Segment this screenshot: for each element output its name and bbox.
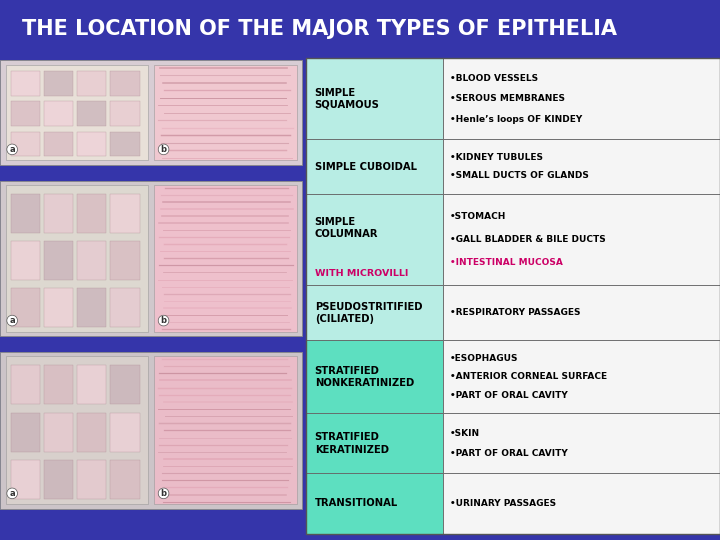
Text: •SEROUS MEMBRANES: •SEROUS MEMBRANES (450, 94, 565, 103)
Bar (0, 60, 302, 165)
Text: b: b (161, 316, 166, 325)
Text: b: b (161, 489, 166, 498)
Bar (306, 286, 443, 340)
Bar (443, 194, 720, 286)
Bar (110, 241, 140, 280)
Bar (44, 288, 73, 327)
Bar (77, 194, 107, 233)
Bar (11, 71, 40, 96)
Text: •BLOOD VESSELS: •BLOOD VESSELS (450, 74, 538, 83)
Bar (154, 65, 297, 160)
Text: •RESPIRATORY PASSAGES: •RESPIRATORY PASSAGES (450, 308, 580, 318)
Bar (44, 365, 73, 404)
Bar (44, 132, 73, 156)
Bar (110, 365, 140, 404)
Text: a: a (9, 145, 15, 154)
Bar (110, 71, 140, 96)
Bar (6, 356, 148, 504)
Bar (11, 132, 40, 156)
Bar (110, 132, 140, 156)
Text: b: b (161, 145, 166, 154)
Bar (44, 241, 73, 280)
Text: •ANTERIOR CORNEAL SURFACE: •ANTERIOR CORNEAL SURFACE (450, 373, 607, 381)
Bar (306, 194, 443, 286)
Bar (77, 102, 107, 126)
Text: SIMPLE
COLUMNAR: SIMPLE COLUMNAR (315, 217, 378, 239)
Text: THE LOCATION OF THE MAJOR TYPES OF EPITHELIA: THE LOCATION OF THE MAJOR TYPES OF EPITH… (22, 19, 616, 39)
Text: STRATIFIED
NONKERATINIZED: STRATIFIED NONKERATINIZED (315, 366, 414, 388)
Bar (110, 460, 140, 500)
Bar (77, 71, 107, 96)
Bar (443, 414, 720, 474)
Text: SIMPLE
SQUAMOUS: SIMPLE SQUAMOUS (315, 87, 379, 110)
Text: •SMALL DUCTS OF GLANDS: •SMALL DUCTS OF GLANDS (450, 171, 589, 180)
Bar (306, 414, 443, 474)
Text: a: a (9, 489, 15, 498)
Bar (6, 65, 148, 160)
Bar (44, 71, 73, 96)
Text: •KIDNEY TUBULES: •KIDNEY TUBULES (450, 153, 543, 162)
Text: STRATIFIED
KERATINIZED: STRATIFIED KERATINIZED (315, 432, 389, 455)
Bar (77, 288, 107, 327)
Bar (11, 460, 40, 500)
Bar (11, 102, 40, 126)
Bar (443, 340, 720, 414)
Bar (77, 241, 107, 280)
Bar (110, 288, 140, 327)
Bar (77, 365, 107, 404)
Bar (306, 58, 443, 139)
Text: •URINARY PASSAGES: •URINARY PASSAGES (450, 499, 556, 508)
Bar (44, 194, 73, 233)
Bar (44, 460, 73, 500)
Bar (77, 132, 107, 156)
Text: SIMPLE CUBOIDAL: SIMPLE CUBOIDAL (315, 161, 417, 172)
Bar (306, 58, 720, 534)
Bar (77, 413, 107, 452)
Text: •SKIN: •SKIN (450, 429, 480, 438)
Text: •INTESTINAL MUCOSA: •INTESTINAL MUCOSA (450, 258, 563, 267)
Bar (44, 413, 73, 452)
Bar (0, 0, 720, 58)
Text: WITH MICROVILLI: WITH MICROVILLI (315, 269, 408, 278)
Bar (443, 58, 720, 139)
Bar (110, 102, 140, 126)
Bar (154, 185, 297, 332)
Text: •STOMACH: •STOMACH (450, 212, 506, 221)
Text: TRANSITIONAL: TRANSITIONAL (315, 498, 398, 509)
Bar (154, 356, 297, 504)
Bar (77, 460, 107, 500)
Bar (11, 288, 40, 327)
Bar (306, 474, 443, 534)
Bar (443, 474, 720, 534)
Bar (11, 365, 40, 404)
Text: •PART OF ORAL CAVITY: •PART OF ORAL CAVITY (450, 390, 568, 400)
Bar (443, 286, 720, 340)
Bar (0, 181, 302, 336)
Bar (11, 241, 40, 280)
Bar (44, 102, 73, 126)
Bar (306, 139, 443, 194)
Text: PSEUDOSTRITIFIED
(CILIATED): PSEUDOSTRITIFIED (CILIATED) (315, 302, 422, 324)
Bar (11, 194, 40, 233)
Text: •PART OF ORAL CAVITY: •PART OF ORAL CAVITY (450, 449, 568, 458)
Bar (110, 194, 140, 233)
Bar (110, 413, 140, 452)
Bar (0, 352, 302, 509)
Text: •ESOPHAGUS: •ESOPHAGUS (450, 354, 518, 363)
Text: •GALL BLADDER & BILE DUCTS: •GALL BLADDER & BILE DUCTS (450, 235, 606, 244)
Text: •Henle’s loops OF KINDEY: •Henle’s loops OF KINDEY (450, 114, 582, 124)
Text: a: a (9, 316, 15, 325)
Bar (443, 139, 720, 194)
Bar (11, 413, 40, 452)
Bar (6, 185, 148, 332)
Bar (306, 340, 443, 414)
